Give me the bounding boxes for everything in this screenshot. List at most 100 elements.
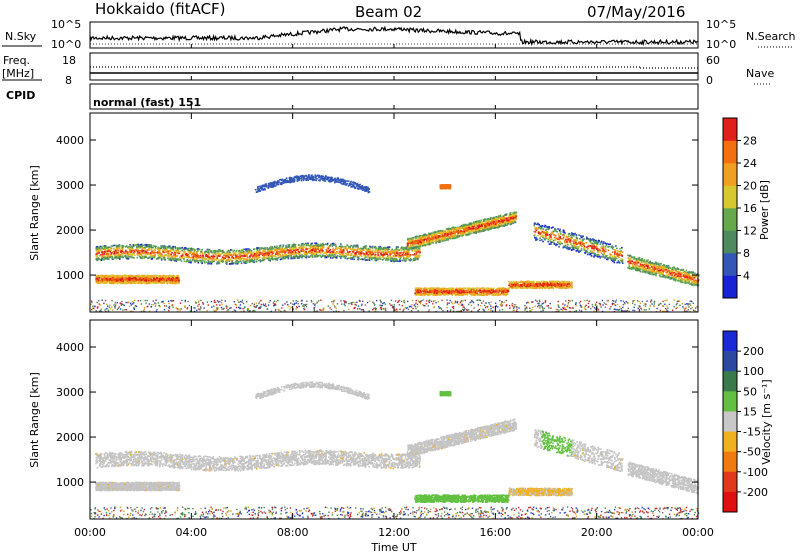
range-cell [271,249,273,252]
range-cell [465,229,467,232]
range-cell [252,248,255,250]
range-cell [356,247,359,250]
range-cell [231,256,233,259]
range-cell [182,250,185,253]
range-cell [292,255,295,258]
range-cell [325,248,327,251]
range-cell [399,252,401,254]
range-cell [227,252,229,255]
range-cell [278,251,280,253]
range-cell [295,251,297,254]
range-cell [222,258,224,261]
range-cell [385,253,388,255]
range-cell [184,250,186,253]
range-cell [515,215,517,218]
range-cell [209,249,212,252]
range-cell [116,248,118,251]
range-cell [159,275,161,277]
range-cell [296,252,298,254]
range-cell [161,277,164,279]
range-cell [395,258,398,260]
range-cell [334,248,337,250]
range-cell [350,253,353,255]
range-cell [162,274,164,277]
range-cell [395,260,397,262]
range-cell [189,252,192,255]
range-cell [409,258,412,260]
range-cell [402,254,405,257]
range-cell [346,244,348,246]
range-cell [200,261,202,264]
range-cell [217,255,220,257]
range-cell [417,255,419,257]
range-cell [306,243,308,246]
range-cell [417,247,420,250]
range-cell [414,253,417,256]
range-cell [146,275,148,277]
range-cell [287,257,290,260]
range-cell [221,256,224,258]
range-cell [127,278,130,280]
range-cell [116,247,119,250]
range-cell [380,250,383,253]
range-cell [513,211,516,214]
range-cell [107,248,110,250]
range-cell [170,259,172,262]
range-cell [185,260,187,263]
range-cell [391,256,393,259]
range-cell [138,255,141,258]
range-cell [291,257,293,260]
range-cell [279,248,281,251]
range-cell [161,282,164,284]
range-cell [151,275,154,277]
range-cell [191,257,194,259]
range-cell [270,248,273,250]
range-cell [329,243,332,246]
range-cell [265,256,268,259]
range-cell [190,261,192,264]
range-cell [96,256,98,258]
range-cell [141,247,143,250]
range-cell [279,258,282,261]
range-cell [150,258,153,260]
range-cell [256,248,259,251]
range-cell [256,248,258,250]
range-cell [228,250,230,252]
range-cell [238,259,240,261]
range-cell [412,237,415,239]
range-cell [255,254,257,257]
range-cell [279,253,281,256]
range-cell [491,217,494,220]
range-cell [317,246,320,249]
range-cell [349,248,352,250]
range-cell [347,254,350,257]
range-cell [135,244,138,246]
range-cell [344,255,346,257]
range-cell [129,279,131,282]
range-cell [387,255,389,257]
range-cell [187,251,190,253]
range-cell [222,249,224,252]
range-cell [282,256,285,258]
range-cell [293,256,296,259]
range-cell [264,247,266,249]
range-cell [401,259,403,262]
range-cell [417,244,420,246]
range-cell [513,214,516,216]
range-cell [451,227,453,229]
range-cell [312,253,315,255]
range-cell [448,235,451,238]
range-cell [309,244,312,247]
range-cell [512,221,515,224]
range-cell [352,245,354,248]
range-cell [339,253,341,256]
range-cell [155,245,157,248]
range-cell [301,253,303,256]
range-cell [260,247,263,249]
range-cell [442,234,444,237]
range-cell [203,260,206,263]
range-cell [111,252,114,254]
range-cell [244,262,246,264]
range-cell [253,248,256,251]
range-cell [316,244,318,247]
